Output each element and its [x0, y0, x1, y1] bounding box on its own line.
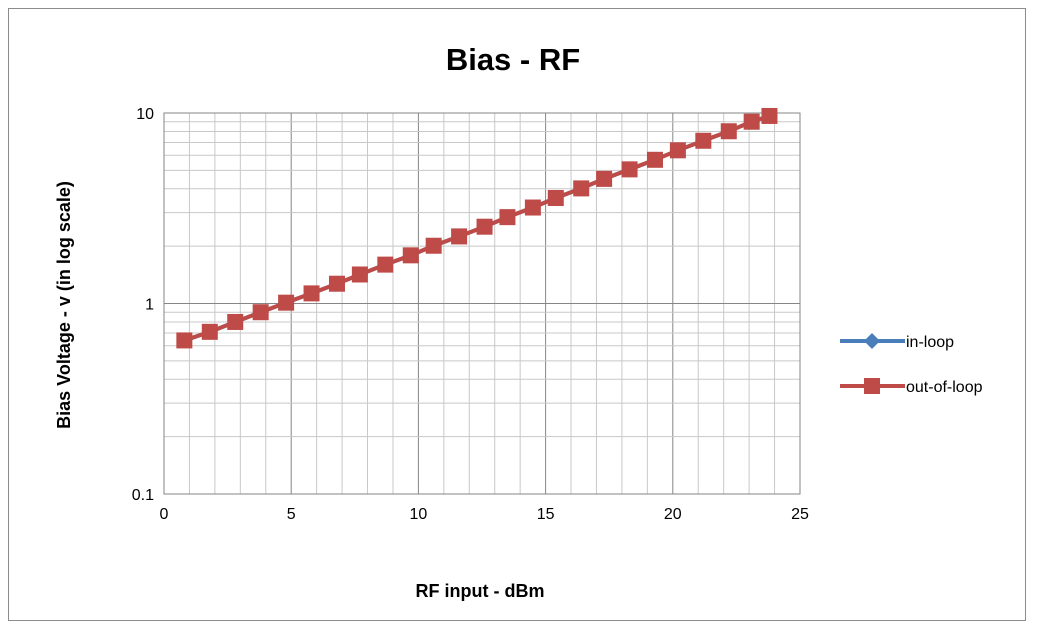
data-point: [646, 151, 663, 168]
plot-area: [163, 112, 801, 495]
data-point: [720, 123, 737, 140]
data-point: [476, 218, 493, 235]
legend-marker: [864, 378, 880, 394]
grid-lines: [164, 113, 800, 494]
x-tick-label: 5: [287, 506, 296, 523]
data-point: [573, 180, 590, 197]
series-out-of-loop: [176, 107, 778, 349]
data-point: [176, 332, 193, 349]
series-layer: [176, 107, 778, 349]
y-tick-label: 0.1: [132, 487, 154, 504]
x-tick-label: 0: [160, 506, 169, 523]
data-point: [761, 107, 778, 124]
data-point: [252, 304, 269, 321]
x-tick-label: 20: [664, 506, 682, 523]
data-point: [278, 294, 295, 311]
data-point: [547, 189, 564, 206]
y-axis-title: Bias Voltage - v (in log scale): [54, 181, 74, 429]
data-point: [227, 313, 244, 330]
data-point: [695, 132, 712, 149]
data-point: [328, 275, 345, 292]
data-point: [499, 209, 516, 226]
data-point: [596, 170, 613, 187]
data-point: [743, 113, 760, 130]
data-point: [351, 266, 368, 283]
data-point: [377, 256, 394, 273]
legend-item: in-loop: [840, 333, 954, 351]
legend-item: out-of-loop: [840, 378, 983, 396]
data-point: [425, 237, 442, 254]
data-point: [303, 285, 320, 302]
data-point: [621, 161, 638, 178]
y-tick-label: 1: [145, 297, 154, 314]
x-tick-label: 25: [791, 506, 809, 523]
y-tick-label: 10: [136, 106, 154, 123]
chart-title: Bias - RF: [446, 42, 580, 77]
legend-label: in-loop: [906, 334, 954, 351]
data-point: [201, 323, 218, 340]
legend-label: out-of-loop: [906, 379, 983, 396]
data-point: [451, 228, 468, 245]
legend: in-loop out-of-loop: [840, 333, 983, 396]
x-tick-label: 10: [410, 506, 428, 523]
data-point: [669, 142, 686, 159]
x-tick-label: 15: [537, 506, 555, 523]
tick-labels: 0 5 10 15 20 25 0.1 1 10: [132, 106, 809, 523]
data-point: [524, 199, 541, 216]
chart-frame: [8, 8, 1026, 621]
data-point: [402, 247, 419, 264]
x-axis-title: RF input - dBm: [416, 581, 545, 601]
legend-marker: [864, 333, 880, 349]
